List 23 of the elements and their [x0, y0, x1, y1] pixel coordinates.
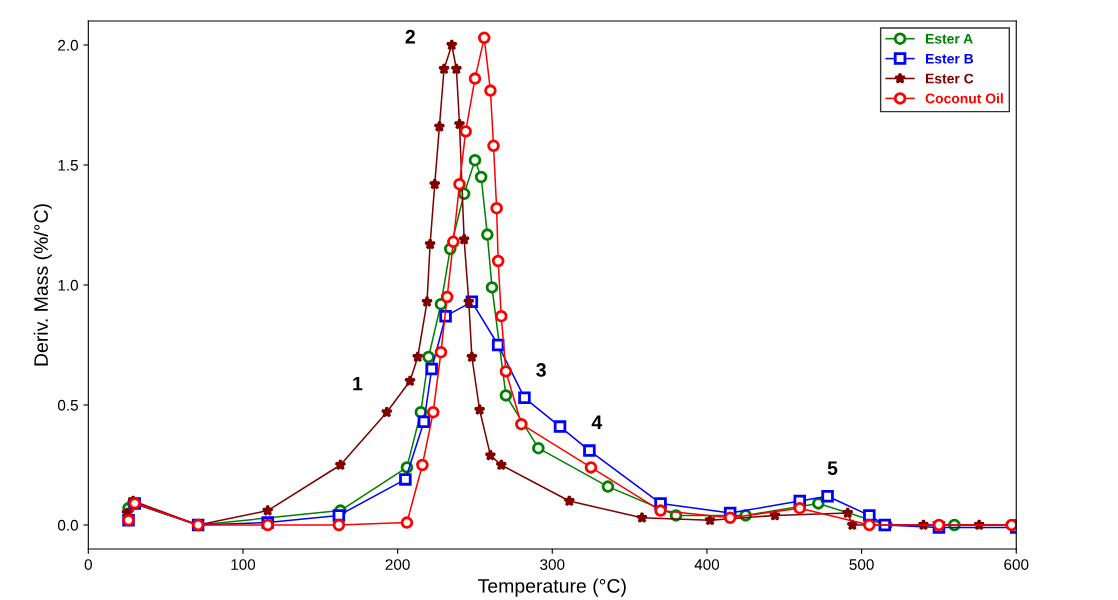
x-axis-title: Temperature (°C): [478, 578, 626, 597]
legend-label: Ester C: [926, 73, 974, 84]
y-tick-label: 0.5: [57, 399, 78, 411]
x-tick-label: 600: [1004, 559, 1029, 570]
legend-label: Coconut Oil: [925, 93, 1003, 104]
y-tick-label: 0.0: [57, 519, 78, 531]
x-tick-label: 500: [849, 559, 874, 570]
annotation: 2: [405, 29, 415, 44]
y-tick-label: 2.0: [58, 39, 78, 51]
x-tick-label: 400: [694, 559, 720, 570]
y-tick-label: 1.0: [58, 279, 78, 291]
x-tick-label: 100: [231, 559, 256, 570]
x-tick-label: 200: [385, 559, 410, 570]
annotation: 5: [827, 461, 838, 476]
x-tick-label: 0: [84, 559, 92, 570]
legend-label: Ester B: [926, 53, 974, 64]
legend-label: Ester A: [926, 34, 973, 44]
annotation: 4: [591, 415, 603, 429]
annotation: 3: [536, 363, 546, 377]
y-tick-label: 1.5: [58, 160, 78, 171]
annotation: 1: [353, 376, 363, 391]
y-axis-title: Deriv. Mass (%/°C): [33, 204, 52, 366]
x-tick-label: 300: [540, 559, 565, 570]
